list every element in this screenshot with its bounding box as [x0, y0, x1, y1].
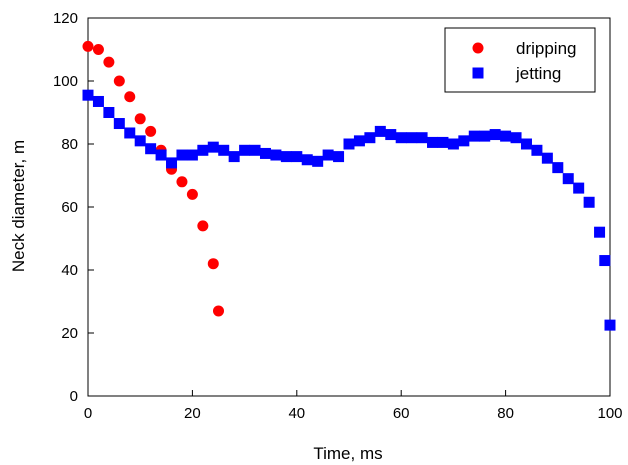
jetting-point	[301, 154, 313, 166]
x-tick-label: 0	[84, 405, 92, 422]
jetting-point	[259, 147, 271, 159]
x-tick-label: 40	[288, 405, 305, 422]
dripping-point	[207, 258, 219, 270]
jetting-point	[374, 125, 386, 137]
jetting-point	[573, 182, 585, 194]
jetting-point	[520, 138, 532, 150]
jetting-point	[176, 149, 188, 161]
jetting-point	[124, 127, 136, 139]
dripping-point	[186, 188, 198, 200]
legend-box	[444, 27, 596, 93]
jetting-point	[468, 130, 480, 142]
dripping-point	[124, 91, 136, 103]
y-tick-label: 100	[53, 73, 78, 90]
jetting-point	[343, 138, 355, 150]
y-tick-label: 120	[53, 10, 78, 27]
series-dripping	[82, 40, 224, 317]
jetting-point	[322, 149, 334, 161]
jetting-point	[604, 319, 616, 331]
legend-marker-jetting	[472, 67, 484, 79]
jetting-point	[92, 95, 104, 107]
dripping-point	[113, 75, 125, 87]
jetting-point	[197, 144, 209, 156]
jetting-point	[594, 226, 606, 238]
x-axis-title: Time, ms	[313, 444, 382, 463]
y-tick-label: 20	[61, 325, 78, 342]
jetting-point	[500, 130, 512, 142]
jetting-point	[134, 135, 146, 147]
jetting-point	[531, 144, 543, 156]
jetting-point	[249, 144, 261, 156]
dripping-point	[92, 44, 104, 55]
jetting-point	[280, 151, 292, 163]
jetting-point	[239, 144, 251, 156]
y-tick-label: 80	[61, 136, 78, 153]
jetting-point	[427, 136, 439, 148]
dripping-point	[145, 125, 157, 137]
jetting-point	[562, 173, 574, 185]
dripping-point	[82, 40, 94, 52]
x-tick-label: 80	[497, 405, 514, 422]
legend: dripping jetting	[444, 27, 596, 93]
y-tick-label: 60	[61, 199, 78, 216]
jetting-point	[103, 107, 115, 118]
jetting-point	[207, 141, 219, 153]
y-axis-ticks: 0 20 40 60 80 100 120	[53, 10, 94, 405]
dripping-point	[213, 305, 224, 317]
jetting-point	[218, 144, 230, 156]
series-jetting	[82, 89, 616, 331]
jetting-point	[406, 132, 418, 144]
y-tick-label: 0	[70, 388, 78, 405]
jetting-point	[437, 136, 449, 148]
legend-label-dripping: dripping	[516, 39, 577, 58]
x-tick-label: 20	[184, 405, 201, 422]
jetting-point	[552, 162, 564, 174]
jetting-point	[291, 151, 303, 163]
jetting-point	[270, 149, 282, 161]
jetting-point	[312, 155, 324, 167]
jetting-point	[113, 118, 125, 130]
jetting-point	[489, 129, 501, 141]
data-series	[82, 40, 616, 331]
jetting-point	[599, 255, 611, 267]
jetting-point	[155, 149, 167, 161]
jetting-point	[395, 132, 407, 144]
x-axis-ticks: 0 20 40 60 80 100	[84, 390, 623, 422]
dripping-point	[197, 220, 209, 232]
jetting-point	[583, 196, 595, 208]
jetting-point	[333, 151, 345, 163]
y-axis-title: Neck diameter, m	[9, 140, 28, 272]
y-tick-label: 40	[61, 262, 78, 279]
jetting-point	[385, 129, 397, 141]
jetting-point	[364, 132, 376, 144]
jetting-point	[479, 130, 491, 142]
dripping-point	[103, 56, 115, 68]
legend-label-jetting: jetting	[515, 64, 561, 83]
jetting-point	[186, 149, 198, 161]
dripping-point	[176, 176, 188, 188]
jetting-point	[353, 135, 365, 147]
x-tick-label: 100	[597, 405, 622, 422]
jetting-point	[447, 138, 459, 150]
dripping-point	[134, 113, 146, 125]
jetting-point	[541, 152, 553, 164]
legend-marker-dripping	[472, 42, 484, 54]
jetting-point	[82, 89, 94, 101]
jetting-point	[228, 151, 240, 163]
jetting-point	[166, 157, 178, 169]
x-tick-label: 60	[393, 405, 410, 422]
jetting-point	[145, 143, 157, 155]
jetting-point	[458, 135, 470, 147]
jetting-point	[416, 132, 428, 144]
jetting-point	[510, 132, 522, 144]
